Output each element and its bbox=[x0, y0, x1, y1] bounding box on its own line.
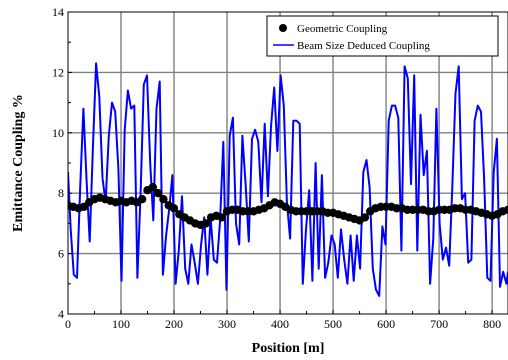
y-tick-label-6: 6 bbox=[58, 247, 64, 261]
y-tick-label-14: 14 bbox=[52, 5, 64, 19]
legend-label-geometric: Geometric Coupling bbox=[297, 23, 388, 35]
y-tick-label-10: 10 bbox=[52, 126, 64, 140]
data-point-geometric bbox=[153, 189, 163, 198]
plot-frame bbox=[67, 11, 508, 315]
y-tick-label-12: 12 bbox=[52, 65, 64, 79]
data-point-geometric bbox=[360, 213, 370, 222]
x-tick-label-500: 500 bbox=[324, 317, 342, 331]
data-point-geometric bbox=[217, 213, 226, 222]
legend-label-beam-size: Beam Size Deduced Coupling bbox=[297, 40, 430, 52]
data-point-geometric bbox=[159, 195, 168, 204]
y-tick-label-8: 8 bbox=[58, 186, 64, 200]
x-tick-label-300: 300 bbox=[218, 317, 236, 331]
x-tick-label-400: 400 bbox=[271, 317, 289, 331]
x-tick-label-0: 0 bbox=[65, 317, 71, 331]
data-point-geometric bbox=[148, 183, 157, 192]
series-line-beam-size bbox=[68, 62, 508, 297]
data-point-geometric bbox=[138, 195, 147, 204]
x-tick-label-600: 600 bbox=[377, 317, 395, 331]
x-tick-label-200: 200 bbox=[165, 317, 183, 331]
x-axis-title: Position [m] bbox=[252, 341, 325, 356]
x-tick-label-700: 700 bbox=[430, 317, 448, 331]
grid bbox=[68, 12, 508, 314]
legend-marker-geometric bbox=[279, 24, 287, 32]
data-point-geometric bbox=[169, 204, 179, 213]
y-tick-label-4: 4 bbox=[58, 307, 64, 321]
tick-labels: 0 100 200 300 400 500 600 700 800 4 6 8 10 12 14 bbox=[52, 5, 501, 331]
data-point-geometric bbox=[503, 205, 508, 214]
data-point-geometric bbox=[201, 219, 210, 228]
y-axis-title: Emittance Coupling % bbox=[11, 94, 26, 232]
legend: Geometric Coupling Beam Size Deduced Cou… bbox=[266, 15, 499, 57]
x-tick-label-800: 800 bbox=[483, 317, 501, 331]
legend-box bbox=[266, 15, 499, 57]
series-layer bbox=[68, 62, 508, 297]
x-tick-label-100: 100 bbox=[112, 317, 130, 331]
